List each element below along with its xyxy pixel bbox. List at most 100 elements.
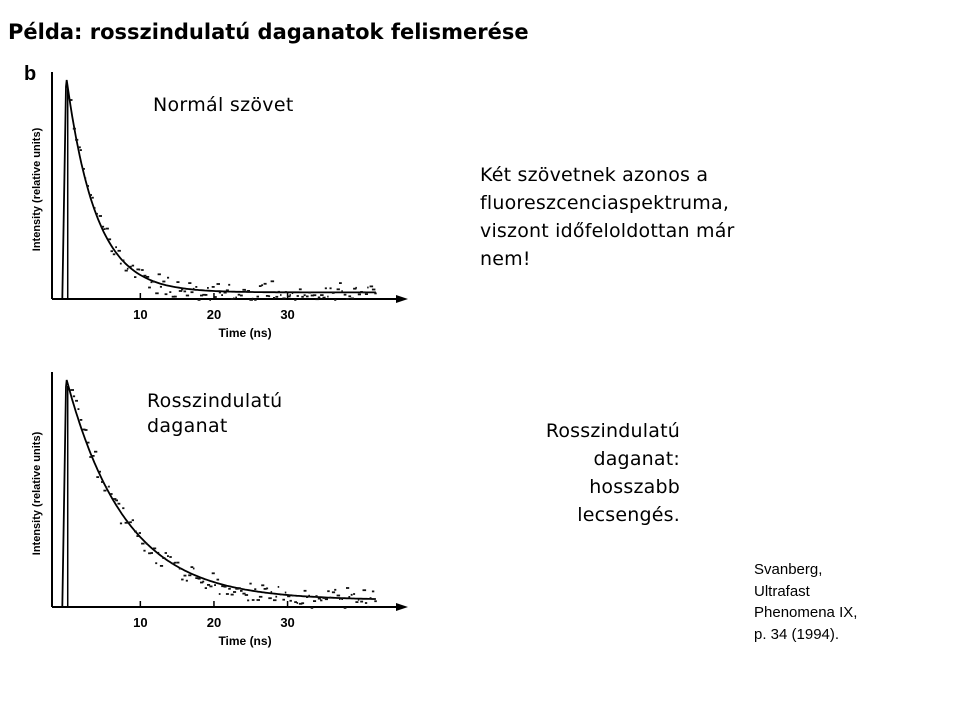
- data-point: [75, 138, 79, 141]
- data-point: [134, 276, 137, 278]
- data-point: [306, 295, 309, 298]
- data-point: [112, 498, 117, 500]
- x-axis-label: Time (ns): [218, 326, 271, 340]
- chart-malignant-tumor: 10 20 30 Time (ns) Intensity (relative units…: [0, 362, 420, 662]
- data-point: [138, 268, 141, 271]
- data-point: [207, 584, 211, 586]
- data-point: [360, 600, 364, 603]
- data-point: [214, 296, 217, 298]
- data-point: [145, 276, 150, 278]
- data-point: [200, 581, 204, 584]
- data-point: [148, 552, 152, 555]
- data-point: [82, 168, 85, 170]
- data-point: [122, 507, 125, 510]
- data-point: [341, 598, 343, 600]
- data-point: [233, 297, 235, 300]
- data-point: [228, 587, 231, 590]
- data-point: [145, 542, 148, 545]
- data-point: [258, 285, 262, 287]
- data-point: [176, 281, 180, 283]
- data-point: [82, 428, 86, 431]
- data-point: [174, 561, 177, 564]
- data-point: [235, 296, 237, 299]
- data-point: [96, 212, 98, 215]
- data-point: [263, 588, 267, 590]
- data-point: [254, 299, 257, 301]
- data-point: [320, 294, 324, 296]
- data-point: [277, 586, 280, 588]
- x-tick-label: 30: [280, 615, 294, 630]
- data-point: [117, 502, 121, 505]
- data-point: [242, 288, 246, 291]
- data-point: [280, 593, 282, 596]
- data-point: [327, 590, 330, 593]
- data-point: [331, 591, 336, 594]
- data-point: [167, 276, 170, 279]
- data-point: [249, 582, 252, 585]
- data-point: [200, 294, 204, 297]
- conclusion-text-line: lecsengés.: [577, 504, 680, 526]
- panel-letter: b: [24, 63, 36, 85]
- data-point: [192, 567, 195, 570]
- data-point: [101, 225, 105, 228]
- data-point: [115, 499, 118, 502]
- x-tick-label: 20: [207, 307, 221, 322]
- data-point: [339, 598, 341, 600]
- data-point: [225, 593, 229, 595]
- data-point: [185, 579, 188, 582]
- data-point: [150, 281, 153, 284]
- data-point: [313, 294, 317, 297]
- data-point: [289, 599, 292, 602]
- data-point: [221, 585, 224, 588]
- data-point: [308, 594, 310, 597]
- data-point: [240, 294, 243, 297]
- data-point: [322, 597, 326, 599]
- data-point: [134, 530, 137, 533]
- data-point: [251, 297, 254, 300]
- data-point: [141, 542, 145, 545]
- data-point: [362, 589, 367, 592]
- data-point: [317, 597, 321, 600]
- data-point: [315, 298, 319, 301]
- data-point: [331, 292, 335, 294]
- data-point: [94, 450, 98, 453]
- data-point: [254, 588, 257, 591]
- x-tick-label: 10: [133, 307, 147, 322]
- malignant-tumor-label-line: Rosszindulatú: [147, 390, 283, 412]
- data-point: [216, 283, 220, 285]
- data-point: [150, 552, 153, 554]
- data-point: [129, 265, 132, 268]
- x-tick-label: 30: [280, 307, 294, 322]
- data-point: [181, 288, 184, 291]
- data-point: [101, 481, 104, 483]
- data-point: [91, 455, 95, 457]
- chart-normal-tissue: 10 20 30 Time (ns) Intensity (relative units…: [0, 55, 420, 345]
- data-point: [174, 295, 177, 298]
- data-point: [329, 287, 332, 290]
- data-point: [313, 600, 317, 602]
- data-point: [209, 585, 213, 588]
- data-point: [126, 267, 129, 270]
- data-point: [247, 290, 250, 292]
- data-point: [247, 599, 250, 602]
- data-point: [124, 269, 128, 272]
- data-point: [287, 595, 291, 598]
- data-point: [70, 99, 73, 101]
- data-point: [152, 280, 155, 283]
- data-point: [237, 587, 241, 589]
- tumor-conclusion-text: Rosszindulatú daganat: hosszabb lecsengé…: [470, 417, 680, 529]
- data-point: [195, 286, 198, 288]
- data-point: [190, 566, 194, 568]
- x-axis-arrow: [396, 295, 408, 303]
- data-point: [183, 574, 187, 577]
- data-point: [310, 294, 315, 297]
- malignant-tumor-label-line: daganat: [147, 415, 228, 437]
- data-point: [112, 253, 116, 256]
- data-point: [115, 246, 117, 249]
- data-point: [230, 593, 234, 596]
- decay-chart-svg: 10 20 30 Time (ns) Intensity (relative units…: [24, 63, 408, 340]
- data-point: [152, 547, 157, 550]
- data-point: [310, 607, 314, 609]
- data-point: [275, 595, 278, 598]
- data-point: [350, 593, 353, 596]
